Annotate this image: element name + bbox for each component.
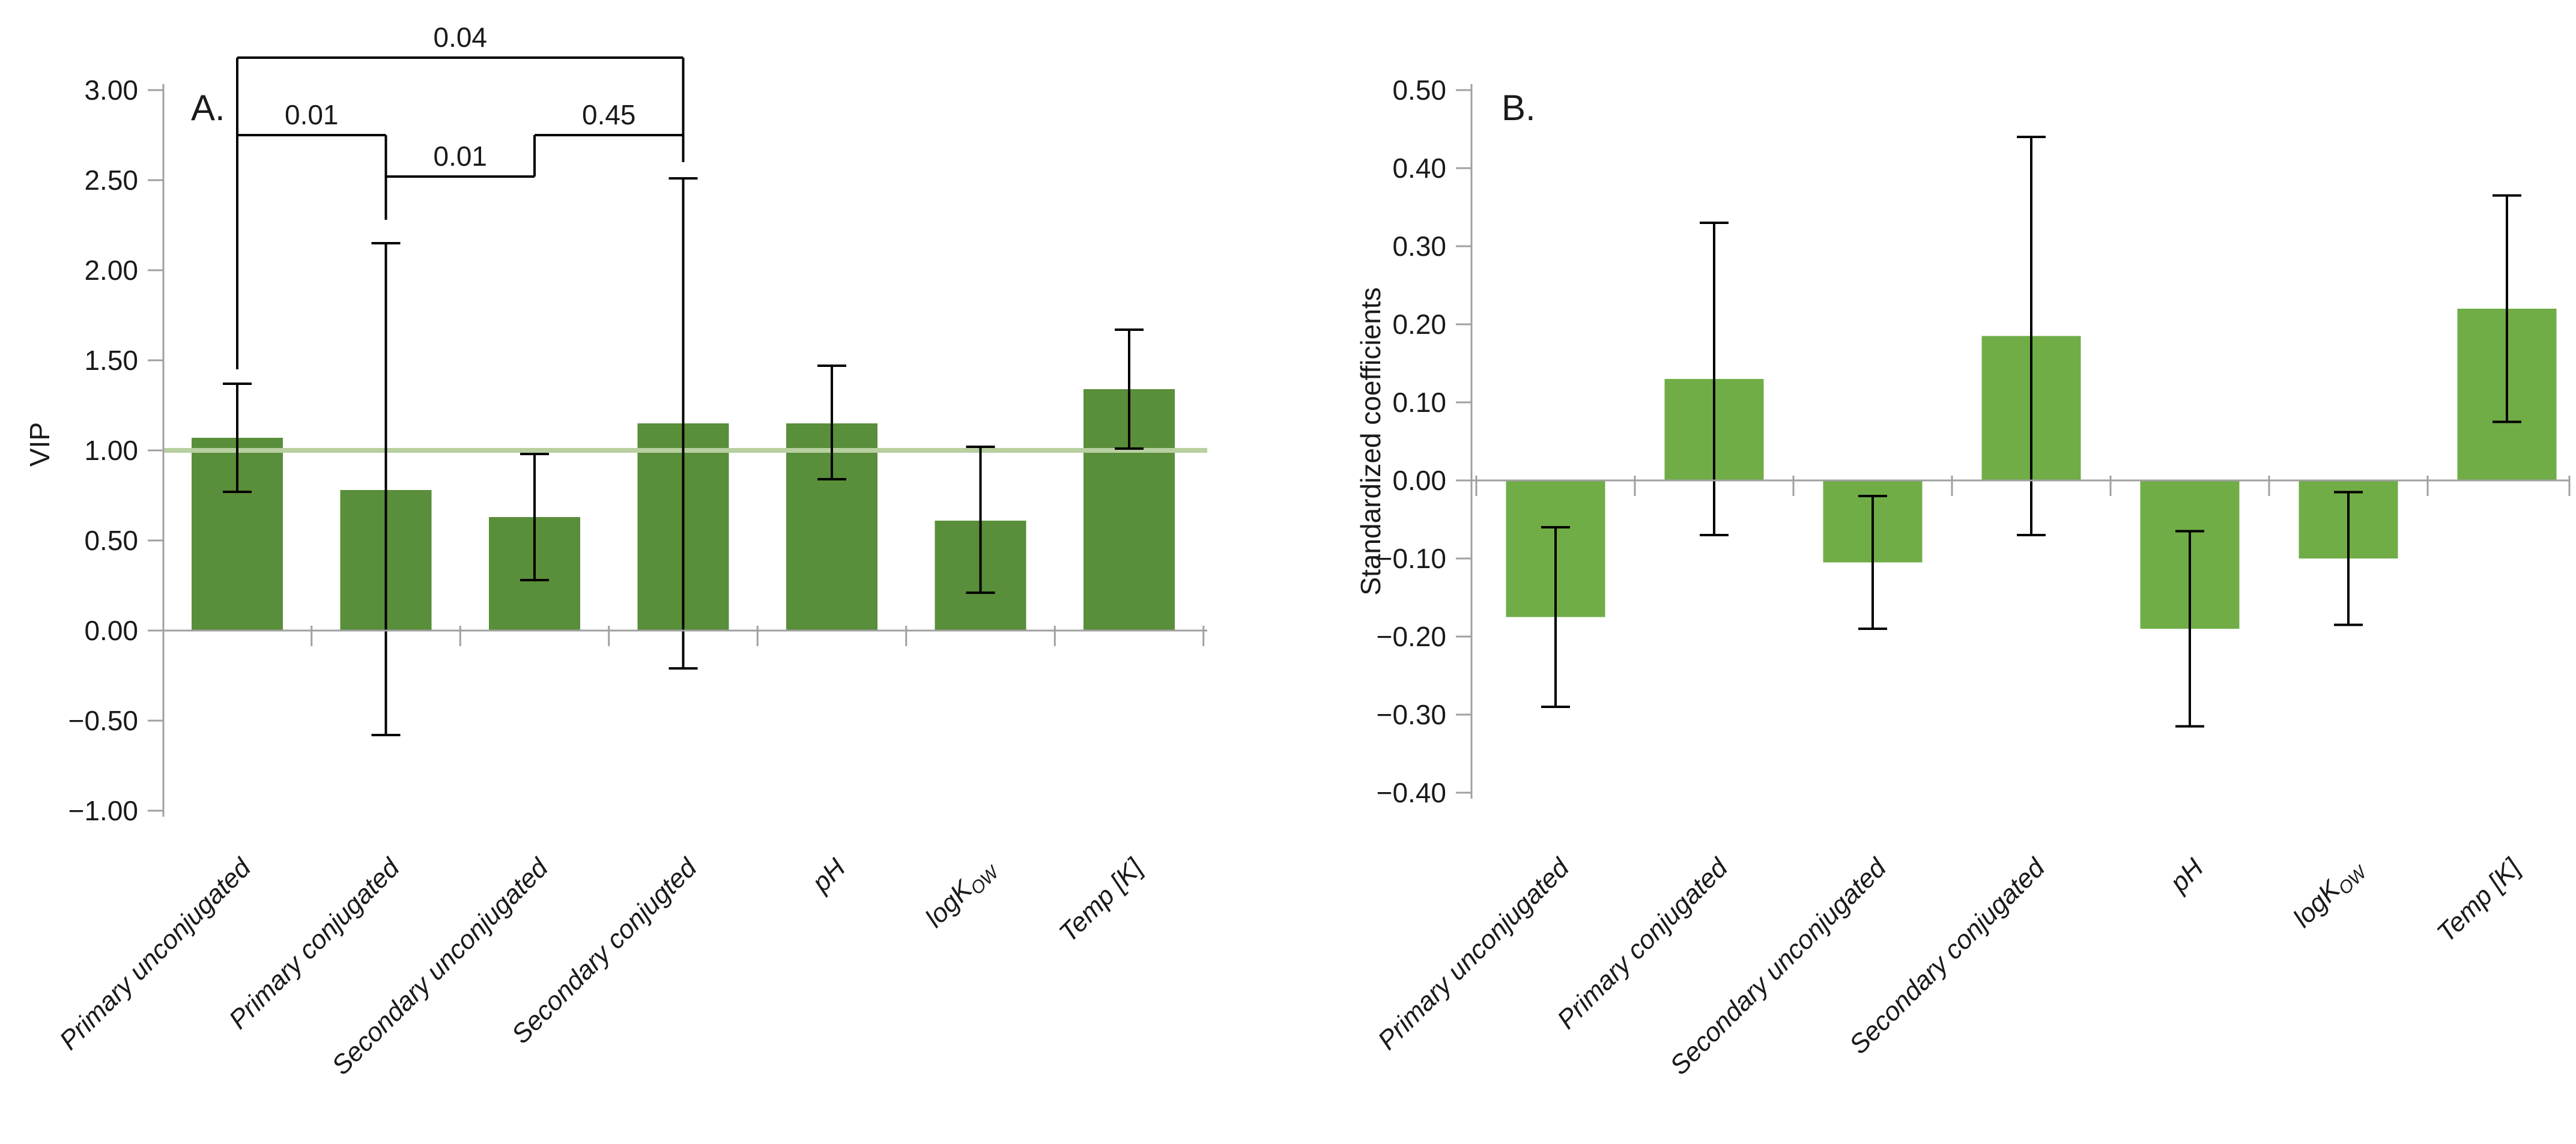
y-tick-label: 1.50 [84, 345, 138, 376]
y-tick-label: −0.50 [68, 705, 138, 736]
x-category-label-temp-k: Temp [K] [2431, 852, 2527, 948]
panel-label: B. [1502, 88, 1536, 128]
y-tick-label: −0.10 [1377, 543, 1446, 574]
y-tick-label: 0.00 [1392, 465, 1446, 496]
y-axis-title: VIP [24, 422, 55, 467]
y-tick-label: 0.30 [1392, 231, 1446, 262]
y-tick-label: −0.20 [1377, 621, 1446, 652]
panel-label: A. [191, 88, 225, 128]
y-tick-label: 0.00 [84, 615, 138, 646]
significance-p-value: 0.04 [433, 22, 487, 53]
y-tick-label: 1.00 [84, 435, 138, 466]
x-category-label-temp-k: Temp [K] [1053, 852, 1149, 948]
x-category-label-primary-unconjugated: Primary unconjugated [54, 852, 257, 1055]
x-category-label-ph: pH [805, 853, 851, 898]
y-tick-label: 2.00 [84, 255, 138, 286]
x-category-label-logkow: logKOW [920, 852, 1004, 936]
y-tick-label: 0.50 [84, 525, 138, 556]
y-tick-label: 2.50 [84, 165, 138, 196]
y-tick-label: 3.00 [84, 74, 138, 106]
y-axis-title: Standardized coefficients [1355, 287, 1386, 595]
significance-p-value: 0.01 [285, 99, 339, 130]
x-category-label-primary-conjugated: Primary conjugated [1551, 852, 1734, 1035]
y-tick-label: 0.10 [1392, 387, 1446, 418]
y-tick-label: −0.30 [1377, 699, 1446, 730]
significance-p-value: 0.01 [433, 141, 487, 172]
y-tick-label: 0.20 [1392, 309, 1446, 340]
y-tick-label: 0.40 [1392, 153, 1446, 184]
x-category-label-primary-unconjugated: Primary unconjugated [1372, 852, 1575, 1055]
y-tick-label: 0.50 [1392, 74, 1446, 106]
significance-p-value: 0.45 [582, 99, 636, 130]
x-category-label-ph: pH [2163, 853, 2209, 898]
x-category-label-logkow: logKOW [2288, 852, 2372, 936]
y-tick-label: −0.40 [1377, 777, 1446, 808]
y-tick-label: −1.00 [68, 795, 138, 826]
